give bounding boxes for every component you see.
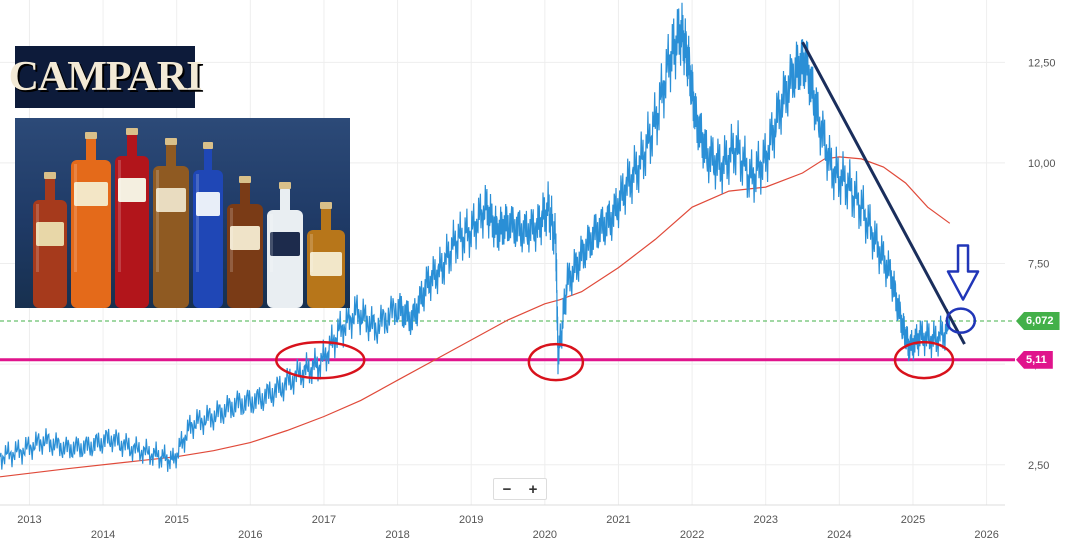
price-series-line — [0, 2, 951, 472]
zoom-in-button[interactable]: + — [528, 480, 538, 498]
bottle-label — [36, 222, 64, 246]
bottle-cap — [126, 128, 138, 135]
x-axis-ticks: 2013 2014 2015 2016 2017 2018 2019 2020 2021 2022… — [17, 514, 999, 541]
x-tick-label: 2017 — [312, 514, 336, 526]
support-touch-ellipse — [527, 342, 585, 382]
x-tick-label: 2016 — [238, 529, 262, 541]
down-arrow-icon — [946, 244, 980, 301]
product-photo — [15, 118, 350, 308]
bottle-neck — [166, 144, 176, 168]
campari-bottle — [115, 128, 149, 308]
bottles-illustration — [33, 128, 345, 308]
bottle-label — [310, 252, 342, 276]
current-price-badge: 6,072 — [1016, 312, 1060, 330]
wild-turkey-bottle — [153, 138, 189, 308]
grand-marnier-bottle — [33, 172, 67, 308]
bottle-cap — [165, 138, 177, 145]
annotations — [275, 41, 980, 382]
y-tick-label: 7,50 — [1028, 259, 1049, 271]
moving-average-line — [0, 156, 951, 478]
x-tick-label: 2018 — [385, 529, 409, 541]
bottle-highlight — [118, 160, 121, 272]
downtrend-line — [801, 41, 966, 345]
support-touch-ellipse — [893, 340, 955, 380]
horizontal-levels — [0, 320, 1015, 362]
y-tick-label: 10,00 — [1028, 158, 1056, 170]
support-level-badge: 5,11 — [1016, 350, 1053, 369]
bottle-neck — [45, 178, 55, 202]
x-tick-label: 2021 — [606, 514, 630, 526]
bottle-neck — [240, 182, 250, 206]
bottle-neck — [127, 134, 137, 158]
bottle-label — [270, 232, 300, 256]
bottle-highlight — [36, 204, 39, 272]
x-tick-label: 2020 — [533, 529, 557, 541]
bottle-highlight — [156, 170, 159, 272]
bottle-neck — [204, 148, 212, 172]
bottle-neck — [86, 138, 96, 162]
x-tick-label: 2014 — [91, 529, 115, 541]
x-tick-label: 2025 — [901, 514, 925, 526]
x-tick-label: 2019 — [459, 514, 483, 526]
campari-logo: CAMPARI — [9, 46, 202, 108]
skyy-bottle — [193, 142, 223, 308]
x-tick-label: 2013 — [17, 514, 41, 526]
logo-text: CAMPARI — [8, 54, 203, 100]
y-tick-label: 12,50 — [1028, 57, 1056, 69]
bottle-label — [74, 182, 108, 206]
bottle-cap — [203, 142, 213, 149]
bottle-label — [118, 178, 146, 202]
x-tick-label: 2023 — [753, 514, 777, 526]
bottle-highlight — [74, 164, 77, 272]
x-tick-label: 2026 — [974, 529, 998, 541]
bottle-label — [196, 192, 220, 216]
breakout-circle — [945, 307, 977, 334]
support-touch-ellipse — [275, 340, 366, 380]
series-lines — [0, 2, 951, 478]
zoom-out-button[interactable]: − — [502, 480, 512, 498]
bottle-cap — [279, 182, 291, 189]
bottle-cap — [320, 202, 332, 209]
bottle-neck — [321, 208, 331, 232]
bottle-neck — [280, 188, 290, 212]
y-tick-label: 2,50 — [1028, 460, 1049, 472]
bottle-cap — [44, 172, 56, 179]
espolon-bottle — [267, 182, 303, 308]
appleton-bottle — [227, 176, 263, 308]
bottle-cap — [239, 176, 251, 183]
x-tick-label: 2015 — [164, 514, 188, 526]
bottle-highlight — [196, 174, 199, 272]
zoom-control: − + — [493, 478, 547, 500]
bottle-label — [230, 226, 260, 250]
x-tick-label: 2022 — [680, 529, 704, 541]
bottle-highlight — [310, 234, 313, 272]
bottle-highlight — [230, 208, 233, 272]
x-tick-label: 2024 — [827, 529, 851, 541]
bottle-cap — [85, 132, 97, 139]
courvoisier-bottle — [307, 202, 345, 308]
bottle-highlight — [270, 214, 273, 272]
aperol-bottle — [71, 132, 111, 308]
bottle-label — [156, 188, 186, 212]
